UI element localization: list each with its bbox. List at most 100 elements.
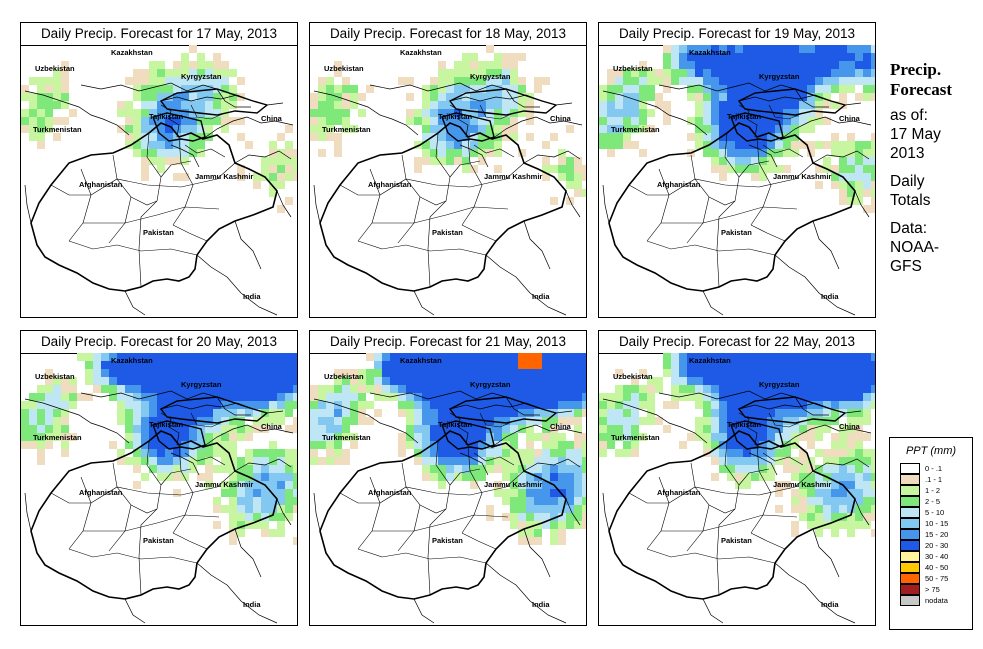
precip-cell <box>566 441 574 449</box>
precip-cell <box>253 361 261 369</box>
precip-cell <box>831 393 839 401</box>
precip-cell <box>133 377 141 385</box>
precip-cell <box>639 117 647 125</box>
precip-cell <box>542 385 550 393</box>
country-border <box>565 190 581 218</box>
precip-cell <box>318 409 326 417</box>
precip-cell <box>631 393 639 401</box>
precip-cell <box>863 353 871 361</box>
precip-cell <box>197 441 205 449</box>
precip-cell <box>253 513 261 521</box>
precip-cell <box>318 109 326 117</box>
precip-cell <box>470 133 478 141</box>
province-boundary <box>716 440 740 558</box>
precip-cell <box>623 117 631 125</box>
precip-cell <box>277 353 285 361</box>
precip-cell <box>863 489 871 497</box>
precip-cell <box>77 393 85 401</box>
precip-cell <box>823 53 831 61</box>
precip-cell <box>269 489 277 497</box>
precip-cell <box>550 441 558 449</box>
precip-cell <box>61 417 69 425</box>
precip-cell <box>269 173 277 181</box>
precip-cell <box>855 353 863 361</box>
precip-cell <box>133 125 141 133</box>
precip-cell <box>687 369 695 377</box>
precip-cell <box>759 85 767 93</box>
country-border <box>234 220 262 270</box>
precip-cell <box>807 505 815 513</box>
precip-cell <box>157 457 165 465</box>
precip-cell <box>719 465 727 473</box>
precip-cell <box>245 385 253 393</box>
province-boundary <box>190 104 226 120</box>
precip-cell <box>21 433 29 441</box>
precip-cell <box>839 157 847 165</box>
precip-cell <box>558 377 566 385</box>
precip-cell <box>478 353 486 361</box>
precip-cell <box>510 433 518 441</box>
precip-cell <box>454 157 462 165</box>
precip-cell <box>462 165 470 173</box>
precip-cell <box>727 101 735 109</box>
precip-cell <box>759 361 767 369</box>
precip-cell <box>157 473 165 481</box>
precip-cell <box>438 393 446 401</box>
precip-cell <box>486 409 494 417</box>
precip-cell <box>462 85 470 93</box>
precip-cell <box>823 481 831 489</box>
precip-cell <box>687 77 695 85</box>
precip-cell <box>173 377 181 385</box>
precip-cell <box>719 385 727 393</box>
precip-cell <box>470 53 478 61</box>
precip-cell <box>221 481 229 489</box>
precip-cell <box>285 197 293 205</box>
precip-cell <box>133 425 141 433</box>
precip-cell <box>767 377 775 385</box>
precip-cell <box>855 189 863 197</box>
precip-cell <box>53 69 61 77</box>
precip-cell <box>253 497 261 505</box>
precip-cell <box>518 529 526 537</box>
precip-cell <box>631 385 639 393</box>
precip-cell <box>863 189 871 197</box>
precip-cell <box>767 353 775 361</box>
precip-cell <box>326 125 334 133</box>
precip-cell <box>382 385 390 393</box>
precip-cell <box>831 45 839 53</box>
precip-cell <box>510 385 518 393</box>
precip-cell <box>703 69 711 77</box>
precip-cell <box>855 149 863 157</box>
precip-cell <box>711 409 719 417</box>
precip-cell <box>695 109 703 117</box>
precip-cell <box>791 117 799 125</box>
precip-cell <box>454 465 462 473</box>
precip-cell <box>839 425 847 433</box>
province-boundary <box>68 476 92 550</box>
precip-cell <box>229 465 237 473</box>
precip-cell <box>631 377 639 385</box>
precip-cell <box>189 149 197 157</box>
precip-cell <box>390 353 398 361</box>
precip-cell <box>711 101 719 109</box>
precip-cell <box>807 441 815 449</box>
precip-cell <box>334 101 342 109</box>
precip-cell <box>687 353 695 361</box>
precip-cell <box>438 481 446 489</box>
precip-cell <box>550 353 558 361</box>
precip-cell <box>61 441 69 449</box>
precip-cell <box>743 449 751 457</box>
precip-cell <box>534 537 542 545</box>
precip-cell <box>390 369 398 377</box>
precip-cell <box>831 101 839 109</box>
precip-cell <box>550 449 558 457</box>
precip-cell <box>133 361 141 369</box>
precip-cell <box>647 77 655 85</box>
precip-cell <box>623 417 631 425</box>
precip-cell <box>550 165 558 173</box>
precip-cell <box>775 377 783 385</box>
precip-cell <box>502 93 510 101</box>
precip-cell <box>414 361 422 369</box>
tajikistan-outline <box>152 112 206 142</box>
country-border <box>313 398 419 444</box>
